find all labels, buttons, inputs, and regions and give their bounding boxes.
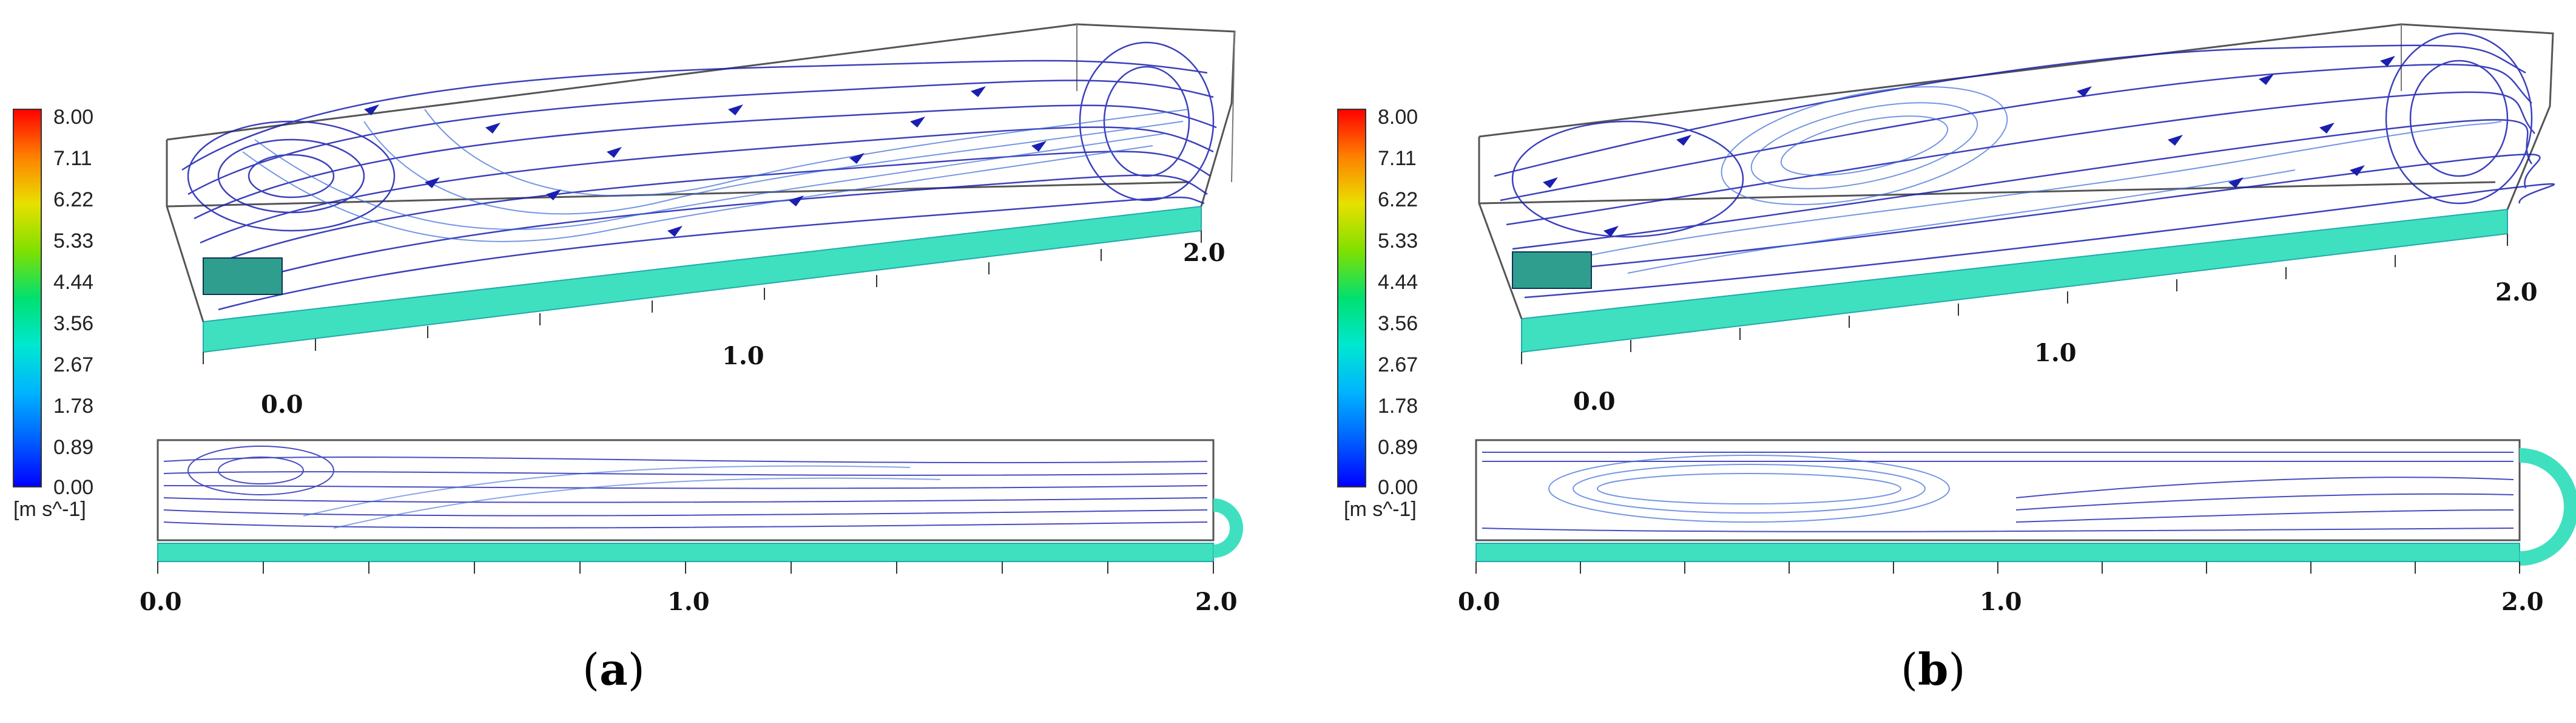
colorbar-tick-label: 0.89 — [1378, 436, 1418, 459]
top-view-channel — [1475, 543, 2520, 562]
top-view-axis-label: 2.0 — [1195, 588, 1238, 616]
panel-b-figure: 8.00 7.11 6.22 5.33 4.44 3.56 2.67 1.78 … — [1337, 23, 2576, 616]
colorbar-tick-label: 5.33 — [53, 229, 93, 253]
caption-letter: a — [599, 643, 628, 695]
flow-arrows — [1543, 56, 2395, 237]
top-view-axis-label: 0.0 — [1458, 588, 1500, 616]
box-frame-top — [1479, 23, 2554, 210]
panel-a-figure: 8.00 7.11 6.22 5.33 4.44 3.56 2.67 1.78 … — [13, 23, 1243, 616]
top-view-ticks — [157, 562, 1214, 574]
box-edge — [166, 181, 1190, 208]
inlet-block — [203, 257, 283, 295]
colorbar-tick-labels: 8.00 7.11 6.22 5.33 4.44 3.56 2.67 1.78 … — [1344, 106, 1418, 521]
top-view-bend — [2519, 448, 2576, 566]
colorbar-tick-label: 4.44 — [1378, 271, 1418, 294]
top-view-ticks — [1475, 562, 2520, 574]
axis-labels-3d: 0.0 1.0 2.0 — [1573, 278, 2538, 416]
colorbar-tick-label: 1.78 — [1378, 395, 1418, 418]
inlet-block — [1512, 251, 1592, 289]
box-edge — [1231, 31, 1235, 183]
isometric-view: 0.0 1.0 2.0 — [1478, 23, 2555, 416]
box-edge — [1479, 181, 2496, 205]
axis-label-3d: 0.0 — [261, 390, 303, 419]
caption-close: ) — [627, 644, 645, 695]
axis-label-3d: 1.0 — [722, 342, 764, 370]
box-frame-left — [166, 140, 204, 322]
top-view-axis-labels: 0.0 1.0 2.0 — [140, 588, 1238, 616]
colorbar — [13, 109, 42, 487]
colorbar-tick-label: 3.56 — [53, 312, 93, 335]
box-frame-left — [1478, 137, 1523, 319]
top-view-bend — [1213, 498, 1243, 558]
colorbar-unit-label: [m s^-1] — [13, 498, 86, 521]
top-view-axis-label: 0.0 — [140, 588, 182, 616]
streamlines-3d-light — [242, 109, 1190, 242]
panel-a-caption: (a) — [582, 643, 645, 695]
colorbar-tick-label: 8.00 — [53, 106, 93, 129]
panel-a: 8.00 7.11 6.22 5.33 4.44 3.56 2.67 1.78 … — [13, 23, 1243, 695]
colorbar-tick-labels: 8.00 7.11 6.22 5.33 4.44 3.56 2.67 1.78 … — [13, 106, 93, 521]
axis-label-3d: 2.0 — [2495, 278, 2538, 307]
colorbar-tick-label: 8.00 — [1378, 106, 1418, 129]
top-view-channel — [157, 543, 1214, 562]
colorbar-tick-label: 0.00 — [1378, 476, 1418, 499]
colorbar-tick-label: 6.22 — [53, 188, 93, 211]
top-view-eddy — [1548, 455, 1950, 523]
isometric-view: 0.0 1.0 2.0 — [166, 23, 1236, 419]
channel-3d — [1521, 208, 2508, 353]
axis-ticks-3d — [1521, 234, 2508, 364]
colorbar — [1337, 109, 1366, 487]
colorbar-tick-label: 2.67 — [53, 353, 93, 376]
streamlines-3d — [1494, 32, 2555, 299]
top-view: 0.0 1.0 2.0 — [1458, 439, 2576, 616]
top-view-axis-label: 1.0 — [667, 588, 710, 616]
top-view-axis-label: 2.0 — [2501, 588, 2544, 616]
caption-open: ( — [582, 644, 600, 695]
colorbar-tick-label: 3.56 — [1378, 312, 1418, 335]
colorbar-unit-label: [m s^-1] — [1344, 498, 1417, 521]
streamlines-3d — [181, 41, 1217, 311]
top-view-frame — [1475, 439, 2521, 541]
top-view-streamlines-light — [303, 465, 941, 529]
top-view-axis-labels: 0.0 1.0 2.0 — [1458, 588, 2544, 616]
colorbar-tick-label: 7.11 — [1378, 147, 1417, 170]
channel-3d — [203, 205, 1202, 353]
axis-label-3d: 1.0 — [2034, 339, 2077, 367]
top-view: 0.0 1.0 2.0 — [140, 439, 1243, 616]
axis-ticks-3d — [203, 231, 1202, 364]
axis-label-3d: 0.0 — [1573, 387, 1616, 416]
colorbar-tick-label: 7.11 — [53, 147, 92, 170]
colorbar-tick-label: 1.78 — [53, 395, 93, 418]
caption-open: ( — [1901, 644, 1918, 695]
caption-close: ) — [1948, 644, 1966, 695]
panel-b: 8.00 7.11 6.22 5.33 4.44 3.56 2.67 1.78 … — [1288, 0, 2576, 723]
axis-labels-3d: 0.0 1.0 2.0 — [261, 239, 1226, 419]
colorbar-tick-label: 4.44 — [53, 271, 93, 294]
top-view-axis-label: 1.0 — [1980, 588, 2022, 616]
colorbar-tick-label: 0.00 — [53, 476, 93, 499]
streamlines-3d-eddy — [1591, 86, 2502, 274]
colorbar-tick-label: 6.22 — [1378, 188, 1418, 211]
flow-arrows — [364, 86, 1047, 237]
panel-b-caption: (b) — [1901, 643, 1966, 695]
axis-label-3d: 2.0 — [1183, 239, 1226, 267]
colorbar-tick-label: 2.67 — [1378, 353, 1418, 376]
colorbar-tick-label: 5.33 — [1378, 229, 1418, 253]
colorbar-tick-label: 0.89 — [53, 436, 93, 459]
caption-letter: b — [1918, 643, 1949, 695]
